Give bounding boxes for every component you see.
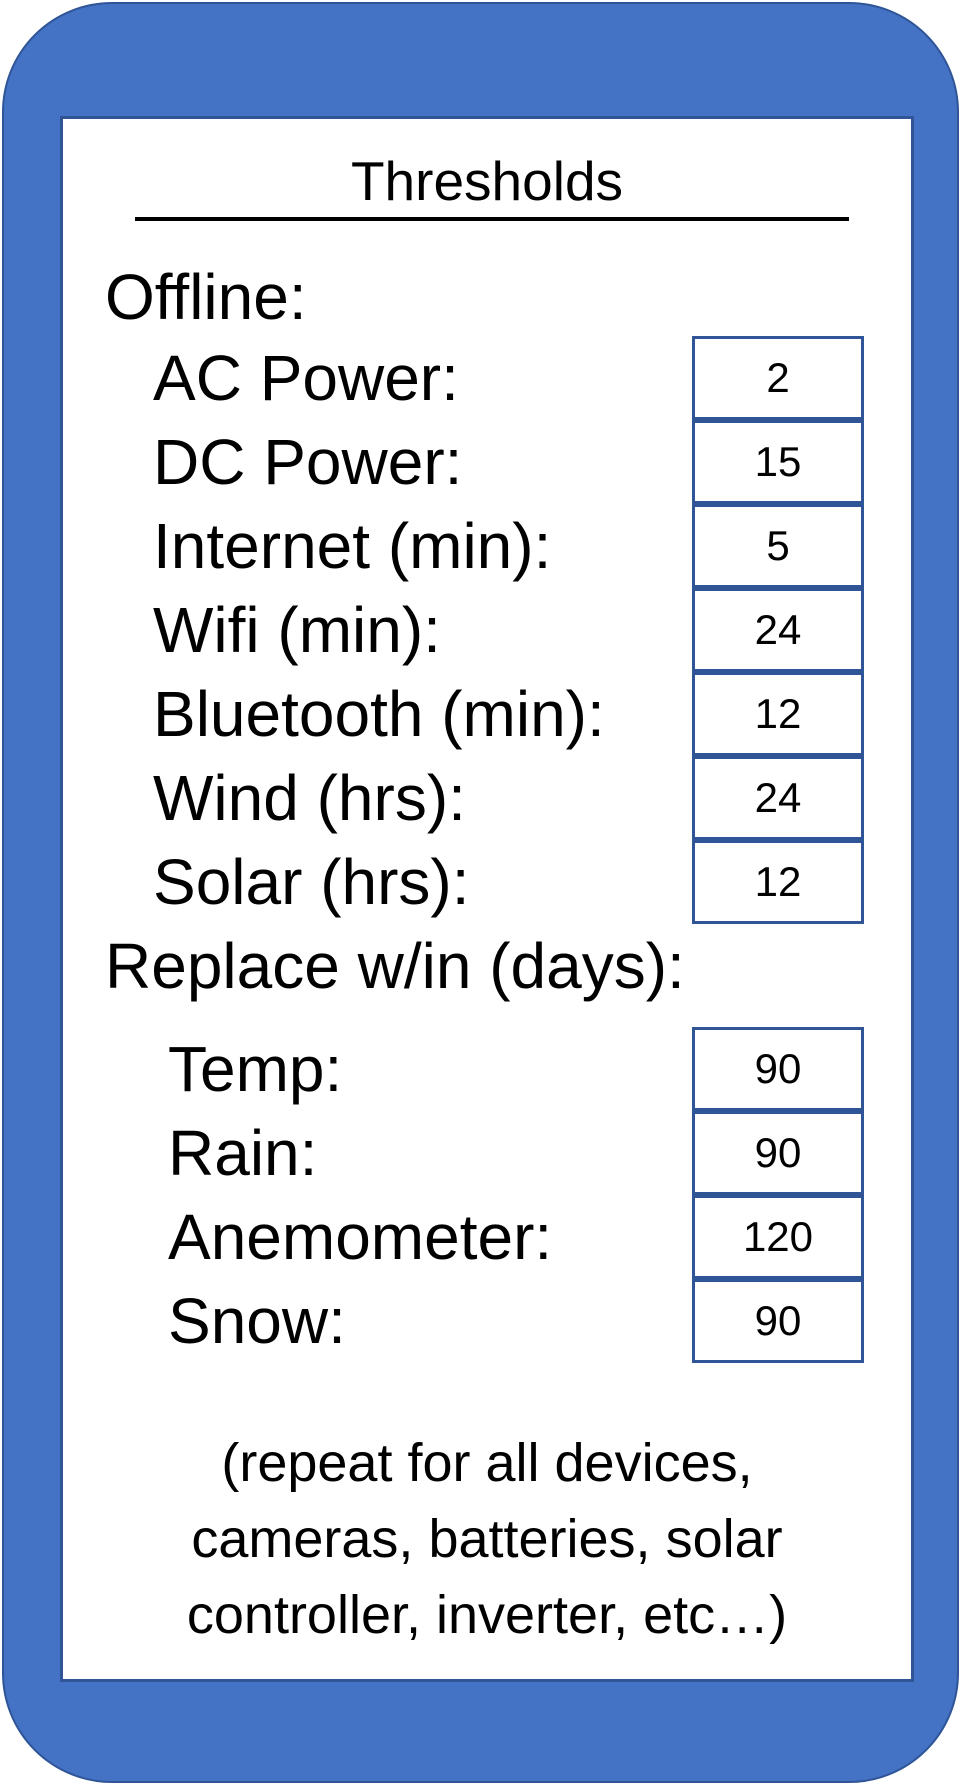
rain-label: Rain:	[168, 1117, 318, 1189]
footnote-line-2: cameras, batteries, solar	[191, 1509, 783, 1569]
rain-input[interactable]	[692, 1111, 864, 1195]
ac-power-label: AC Power:	[153, 342, 459, 414]
snow-input[interactable]	[692, 1279, 864, 1363]
dc-power-label: DC Power:	[153, 426, 463, 498]
snow-label: Snow:	[168, 1285, 346, 1357]
title-divider	[135, 217, 849, 221]
dc-power-input[interactable]	[692, 420, 864, 504]
thresholds-panel: Thresholds Offline: AC Power: DC Power: …	[60, 116, 914, 1682]
replace-section-label: Replace w/in (days):	[105, 930, 685, 1002]
bluetooth-label: Bluetooth (min):	[153, 678, 605, 750]
anemometer-input[interactable]	[692, 1195, 864, 1279]
internet-input[interactable]	[692, 504, 864, 588]
offline-section-label: Offline:	[105, 261, 307, 333]
ac-power-input[interactable]	[692, 336, 864, 420]
footnote-line-3: controller, inverter, etc…)	[186, 1585, 788, 1645]
panel-title: Thresholds	[350, 150, 624, 212]
bluetooth-input[interactable]	[692, 672, 864, 756]
solar-label: Solar (hrs):	[153, 846, 470, 918]
wifi-input[interactable]	[692, 588, 864, 672]
footnote-line-1: (repeat for all devices,	[221, 1433, 753, 1493]
solar-input[interactable]	[692, 840, 864, 924]
wifi-label: Wifi (min):	[153, 594, 441, 666]
wind-label: Wind (hrs):	[153, 762, 466, 834]
footnote: (repeat for all devices, cameras, batter…	[63, 1425, 911, 1653]
wind-input[interactable]	[692, 756, 864, 840]
temp-label: Temp:	[168, 1033, 343, 1105]
internet-label: Internet (min):	[153, 510, 552, 582]
anemometer-label: Anemometer:	[168, 1201, 553, 1273]
temp-input[interactable]	[692, 1027, 864, 1111]
